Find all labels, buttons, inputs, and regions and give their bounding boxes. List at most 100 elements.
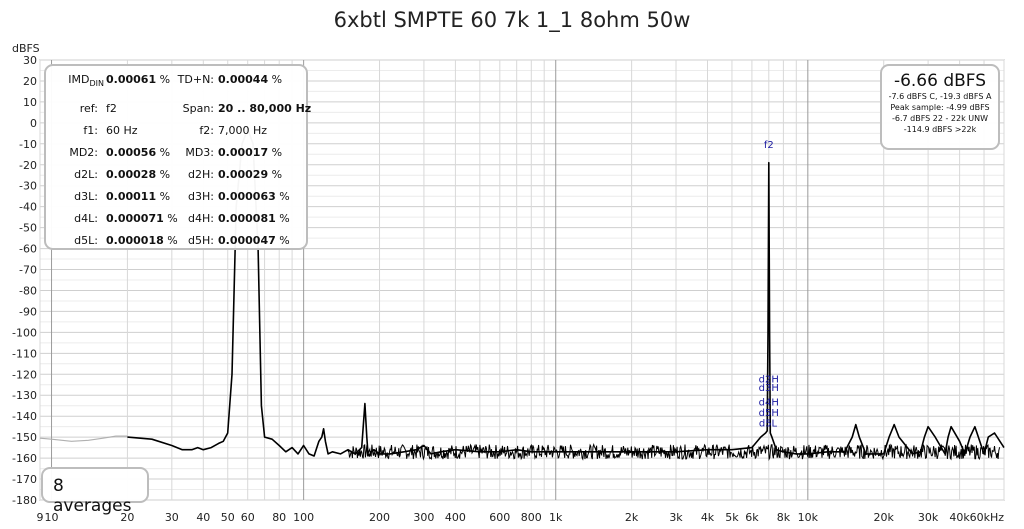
x-tick-label: 20 [120,511,134,524]
x-tick-label: 4k [701,511,715,524]
stats-row: f1: 60 Hz f2: 7,000 Hz [46,124,306,140]
stats-row: d5L: 0.000018 % d5H: 0.000047 % [46,234,306,250]
peak-annotation: d2H [759,375,779,386]
y-tick-label: 10 [23,96,37,109]
y-tick-label: -110 [12,347,37,360]
stats-row: d4L: 0.000071 % d4H: 0.000081 % [46,212,306,228]
y-tick-label: -140 [12,410,37,423]
y-tick-label: -60 [19,243,37,256]
imd-stats-panel: IMDDIN 0.00061 % TD+N: 0.00044 % ref: f2… [44,64,311,250]
peak-annotation: d5H [759,408,779,419]
x-tick-label: 60kHz [970,511,1005,524]
level-line: -6.7 dBFS 22 - 22k UNW [891,114,989,123]
stats-label: TD+N: [177,73,214,86]
label-layer: 3020100-10-20-30-40-50-60-70-80-90-100-1… [12,54,1004,524]
x-tick-label: 9 [37,511,44,524]
stats-label: IMDDIN [68,73,104,89]
y-tick-label: -10 [19,138,37,151]
x-tick-label: 400 [445,511,466,524]
stats-label: d4H: [188,212,214,225]
level-line: Peak sample: -4.99 dBFS [890,103,990,112]
y-tick-label: -70 [19,264,37,277]
y-tick-label: 20 [23,75,37,88]
x-tick-label: 200 [369,511,390,524]
y-tick-label: -80 [19,284,37,297]
stats-label: d3H: [188,190,214,203]
peak-annotation: d4H [759,398,779,409]
stats-label: f1: [83,124,98,137]
y-tick-label: -180 [12,494,37,507]
x-tick-label: 6k [745,511,759,524]
stats-value: 0.000047 % [218,234,290,247]
level-line: -7.6 dBFS C, -19.3 dBFS A [888,92,992,101]
stats-value: 0.000071 % [106,212,178,225]
x-tick-label: 80 [272,511,286,524]
y-axis-unit: dBFS [12,42,40,55]
stats-value: 0.000063 % [218,190,290,203]
stats-row: MD2: 0.00056 % MD3: 0.00017 % [46,146,306,162]
stats-value: 60 Hz [106,124,138,137]
y-tick-label: 0 [30,117,37,130]
y-tick-label: -50 [19,222,37,235]
x-tick-label: 10k [798,511,819,524]
stats-row: ref: f2 Span: 20 .. 80,000 Hz [46,102,311,118]
stats-label: d2L: [74,168,98,181]
stats-value: 20 .. 80,000 Hz [218,102,312,115]
stats-label: Span: [182,102,214,115]
stats-value: 0.000018 % [106,234,178,247]
y-tick-label: -130 [12,389,37,402]
noise-floor-line [347,442,1001,462]
stats-row: d2L: 0.00028 % d2H: 0.00029 % [46,168,306,184]
x-tick-label: 40k [949,511,970,524]
x-tick-label: 40 [196,511,210,524]
y-tick-label: -100 [12,326,37,339]
level-readout-panel: -6.66 dBFS -7.6 dBFS C, -19.3 dBFS A Pea… [880,64,1000,150]
x-tick-label: 20k [874,511,895,524]
stats-value: f2 [106,102,117,115]
x-tick-label: 600 [489,511,510,524]
stats-value: 0.00056 % [106,146,171,159]
chart-title: 6xbtl SMPTE 60 7k 1_1 8ohm 50w [333,8,691,32]
stats-value: 0.000081 % [218,212,290,225]
stats-label: f2: [199,124,214,137]
x-tick-label: 1k [549,511,563,524]
stats-value: 0.00011 % [106,190,171,203]
x-tick-label: 300 [413,511,434,524]
data-layer [39,128,1005,462]
x-tick-label: 50 [221,511,235,524]
stats-row: IMDDIN 0.00061 % TD+N: 0.00044 % [46,73,306,89]
level-line: -114.9 dBFS >22k [903,125,977,134]
y-tick-label: -150 [12,431,37,444]
stats-value: 0.00029 % [218,168,283,181]
stats-value: 0.00017 % [218,146,283,159]
stats-label: MD3: [185,146,214,159]
x-tick-label: 10 [45,511,59,524]
x-tick-label: 2k [625,511,639,524]
series-line [127,128,1005,457]
peak-annotation: f2 [764,140,774,151]
stats-label: d3L: [74,190,98,203]
stats-row: d3L: 0.00011 % d3H: 0.000063 % [46,190,306,206]
averages-badge: 8 averages [41,467,149,516]
x-tick-label: 5k [725,511,739,524]
peak-annotation: d3H [759,383,779,394]
x-tick-label: 30 [165,511,179,524]
series-line [39,435,128,442]
x-tick-label: 8k [777,511,791,524]
stats-value: 0.00044 % [218,73,283,86]
stats-label: d5L: [74,234,98,247]
x-tick-label: 3k [669,511,683,524]
stats-label: d4L: [74,212,98,225]
x-tick-label: 800 [521,511,542,524]
stats-label: ref: [79,102,98,115]
peak-annotation: d5L [759,419,778,430]
stats-label: d5H: [188,234,214,247]
stats-label: MD2: [69,146,98,159]
x-tick-label: 60 [241,511,255,524]
level-main: -6.66 dBFS [893,71,987,91]
x-tick-label: 30k [918,511,939,524]
stats-value: 7,000 Hz [218,124,268,137]
y-tick-label: -30 [19,180,37,193]
y-tick-label: -40 [19,201,37,214]
